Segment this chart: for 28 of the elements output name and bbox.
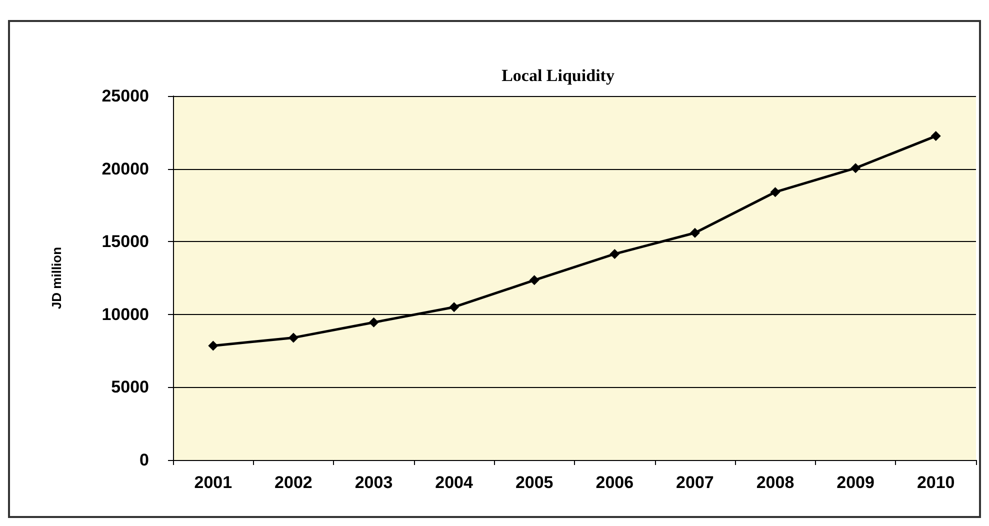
- y-tick-label: 25000: [102, 86, 149, 106]
- y-tick-label: 0: [140, 450, 149, 470]
- x-tick-label: 2003: [354, 473, 393, 492]
- x-tick-label: 2008: [756, 473, 794, 492]
- y-tick-label: 10000: [102, 304, 149, 324]
- chart-title: Local Liquidity: [502, 66, 615, 85]
- y-tick-label: 15000: [102, 232, 149, 252]
- x-tick-label: 2002: [274, 473, 312, 492]
- point: [288, 332, 298, 343]
- y-axis-title: JD million: [49, 246, 64, 310]
- point: [368, 317, 379, 328]
- x-tick-label: 2010: [916, 473, 955, 492]
- x-tick-label: 2001: [194, 473, 232, 492]
- point: [208, 340, 218, 351]
- y-tick-label: 20000: [102, 159, 149, 178]
- point: [690, 228, 700, 238]
- x-tick-label: 2007: [676, 473, 714, 492]
- point: [850, 163, 861, 174]
- point: [930, 131, 941, 142]
- point: [770, 187, 780, 198]
- y-tick-label: 5000: [111, 378, 149, 397]
- point: [610, 248, 620, 259]
- x-tick-label: 2006: [596, 473, 634, 492]
- x-tick-label: 2005: [515, 473, 554, 492]
- point: [529, 275, 540, 286]
- point: [449, 302, 460, 312]
- x-tick-label: 2004: [435, 473, 474, 492]
- x-tick-label: 2009: [836, 473, 874, 492]
